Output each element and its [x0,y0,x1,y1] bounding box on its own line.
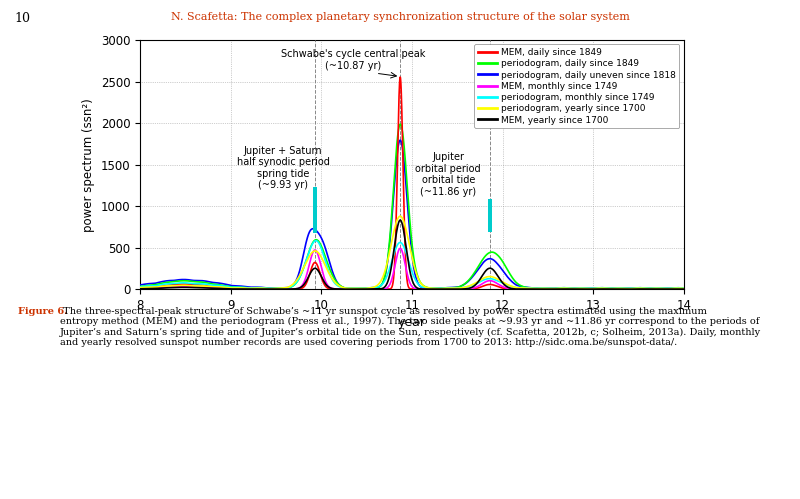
Text: Schwabe's cycle central peak
(~10.87 yr): Schwabe's cycle central peak (~10.87 yr) [281,49,426,71]
Text: Jupiter
orbital period
orbital tide
(~11.86 yr): Jupiter orbital period orbital tide (~11… [415,152,481,197]
Y-axis label: power spectrum (ssn²): power spectrum (ssn²) [82,98,95,232]
Text: N. Scafetta: The complex planetary synchronization structure of the solar system: N. Scafetta: The complex planetary synch… [170,12,630,22]
Text: The three-spectral-peak structure of Schwabe’s ~11 yr sunspot cycle as resolved : The three-spectral-peak structure of Sch… [60,307,761,347]
X-axis label: year: year [398,316,426,329]
Legend: MEM, daily since 1849, periodogram, daily since 1849, periodogram, daily uneven : MEM, daily since 1849, periodogram, dail… [474,44,679,128]
Text: 10: 10 [14,12,30,25]
Bar [488,199,492,232]
Text: Figure 6.: Figure 6. [18,307,67,316]
Bar [313,187,317,233]
Text: Jupiter + Saturn
half synodic period
spring tide
(~9.93 yr): Jupiter + Saturn half synodic period spr… [237,146,330,190]
